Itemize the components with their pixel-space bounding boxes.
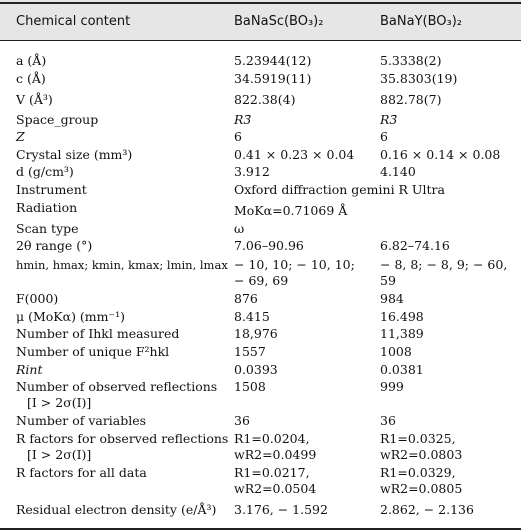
row-label-density: d (g/cm³) bbox=[16, 164, 74, 179]
row-value-wr2-observed-y: wR2=0.0803 bbox=[380, 447, 463, 462]
row-value-c-sc: 34.5919(11) bbox=[234, 71, 312, 86]
row-label-crystal-size: Crystal size (mm³) bbox=[16, 147, 133, 162]
row-value-r1-all-y: R1=0.0329, bbox=[380, 465, 456, 480]
header-chemical-content: Chemical content bbox=[16, 14, 131, 29]
row-label-observed-condition: [I > 2σ(I)] bbox=[27, 395, 92, 410]
row-value-residual-density-y: 2.862, − 2.136 bbox=[380, 502, 474, 517]
row-value-wr2-all-sc: wR2=0.0504 bbox=[234, 481, 317, 496]
row-label-r-observed-condition: [I > 2σ(I)] bbox=[27, 447, 92, 462]
row-label-a: a (Å) bbox=[16, 53, 47, 68]
row-value-a-sc: 5.23944(12) bbox=[234, 53, 312, 68]
row-value-f000-sc: 876 bbox=[234, 291, 258, 306]
table-header-band bbox=[0, 0, 521, 40]
row-value-space-group-y: R3̄ bbox=[380, 112, 398, 127]
row-value-wr2-all-y: wR2=0.0805 bbox=[380, 481, 463, 496]
row-value-variables-y: 36 bbox=[380, 413, 396, 428]
row-value-ihkl-measured-y: 11,389 bbox=[380, 326, 424, 341]
row-value-z-y: 6 bbox=[380, 129, 388, 144]
row-value-crystal-size-sc: 0.41 × 0.23 × 0.04 bbox=[234, 147, 355, 162]
row-value-wr2-observed-sc: wR2=0.0499 bbox=[234, 447, 317, 462]
row-label-r-all: R factors for all data bbox=[16, 465, 147, 480]
row-label-z: Z bbox=[16, 129, 25, 144]
row-value-volume-sc: 822.38(4) bbox=[234, 92, 296, 107]
row-value-hkl-limits-sc: − 10, 10; − 10, 10; bbox=[234, 257, 355, 272]
row-value-f000-y: 984 bbox=[380, 291, 404, 306]
row-label-rint: Rint bbox=[16, 362, 43, 377]
row-label-c: c (Å) bbox=[16, 71, 46, 86]
row-label-mu: μ (MoKα) (mm⁻¹) bbox=[16, 309, 125, 324]
row-value-observed-reflections-sc: 1508 bbox=[234, 379, 266, 394]
row-value-unique-f2hkl-y: 1008 bbox=[380, 344, 412, 359]
row-value-two-theta-sc: 7.06–90.96 bbox=[234, 238, 304, 253]
row-label-observed-reflections: Number of observed reflections bbox=[16, 379, 218, 394]
row-value-space-group-sc: R3̄ bbox=[234, 112, 252, 127]
row-value-density-y: 4.140 bbox=[380, 164, 416, 179]
row-value-ihkl-measured-sc: 18,976 bbox=[234, 326, 278, 341]
header-banay: BaNaY(BO₃)₂ bbox=[380, 14, 463, 29]
row-value-observed-reflections-y: 999 bbox=[380, 379, 404, 394]
row-label-instrument: Instrument bbox=[16, 182, 87, 197]
row-value-scan-type: ω bbox=[234, 221, 245, 236]
row-value-r1-observed-y: R1=0.0325, bbox=[380, 431, 456, 446]
row-value-r1-all-sc: R1=0.0217, bbox=[234, 465, 310, 480]
bottom-rule bbox=[0, 528, 521, 530]
row-value-hkl-limits-y-cont: 59 bbox=[380, 273, 396, 288]
row-value-hkl-limits-y: − 8, 8; − 8, 9; − 60, bbox=[380, 257, 508, 272]
row-value-r1-observed-sc: R1=0.0204, bbox=[234, 431, 310, 446]
row-value-volume-y: 882.78(7) bbox=[380, 92, 442, 107]
row-label-r-observed: R factors for observed reflections bbox=[16, 431, 229, 446]
row-value-mu-y: 16.498 bbox=[380, 309, 424, 324]
row-label-variables: Number of variables bbox=[16, 413, 147, 428]
row-value-unique-f2hkl-sc: 1557 bbox=[234, 344, 266, 359]
row-label-space-group: Space_group bbox=[16, 112, 99, 127]
row-label-unique-f2hkl: Number of unique F²hkl bbox=[16, 344, 170, 359]
row-value-c-y: 35.8303(19) bbox=[380, 71, 458, 86]
row-value-hkl-limits-sc-cont: − 69, 69 bbox=[234, 273, 289, 288]
row-label-hkl-limits: hmin, hmax; kmin, kmax; lmin, lmax bbox=[16, 258, 228, 272]
row-value-mu-sc: 8.415 bbox=[234, 309, 270, 324]
row-value-rint-y: 0.0381 bbox=[380, 362, 424, 377]
header-banasc: BaNaSc(BO₃)₂ bbox=[234, 14, 324, 29]
row-value-a-y: 5.3338(2) bbox=[380, 53, 442, 68]
row-label-radiation: Radiation bbox=[16, 200, 78, 215]
row-value-z-sc: 6 bbox=[234, 129, 242, 144]
row-value-rint-sc: 0.0393 bbox=[234, 362, 278, 377]
header-rule bbox=[0, 40, 521, 41]
row-label-volume: V (Å³) bbox=[16, 92, 53, 107]
row-value-variables-sc: 36 bbox=[234, 413, 250, 428]
row-label-two-theta: 2θ range (°) bbox=[16, 238, 93, 253]
row-value-two-theta-y: 6.82–74.16 bbox=[380, 238, 450, 253]
row-label-f000: F(000) bbox=[16, 291, 59, 306]
row-value-density-sc: 3.912 bbox=[234, 164, 270, 179]
row-value-crystal-size-y: 0.16 × 0.14 × 0.08 bbox=[380, 147, 501, 162]
row-label-scan-type: Scan type bbox=[16, 221, 79, 236]
row-value-residual-density-sc: 3.176, − 1.592 bbox=[234, 502, 328, 517]
top-rule bbox=[0, 2, 521, 4]
row-value-radiation: MoKα=0.71069 Å bbox=[234, 203, 348, 218]
row-value-instrument: Oxford diffraction gemini R Ultra bbox=[234, 182, 445, 197]
row-label-residual-density: Residual electron density (e/Å³) bbox=[16, 502, 217, 517]
row-label-ihkl-measured: Number of Ihkl measured bbox=[16, 326, 180, 341]
